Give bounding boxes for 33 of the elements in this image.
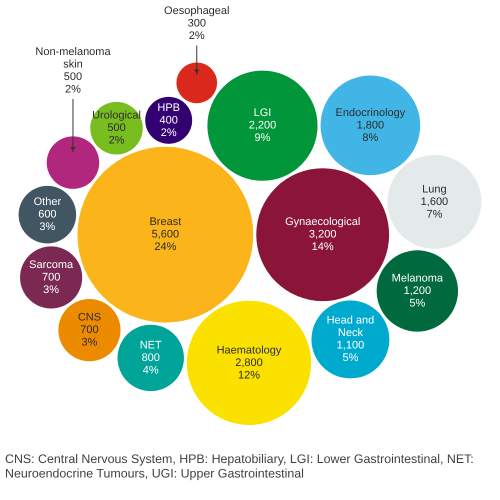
category-label: Breast [149,216,182,228]
category-label: Urological [92,110,141,122]
data-label: 1,200 5% [404,284,432,310]
category-label: Head and Neck [326,314,374,340]
category-label: Haematology [216,344,282,356]
data-label: 400 2% [160,114,178,139]
data-label: 700 3% [42,271,60,296]
category-label: Oesophageal [164,5,230,17]
category-label: Non-melanoma skin [35,46,112,70]
category-label: Endocrinology [336,106,406,119]
data-label: 2,200 9% [248,120,276,144]
data-label: 300 2% [188,18,206,42]
data-label: 700 3% [80,324,99,349]
data-label: 600 3% [38,208,57,234]
data-label: 500 2% [64,70,82,96]
data-label: 5,600 24% [152,228,180,254]
category-label: Lung [422,183,447,196]
data-label: 2,800 12% [235,356,263,382]
data-label: 800 4% [142,352,160,376]
category-label: Other [34,196,62,208]
category-label: Melanoma [392,272,444,284]
data-label: 1,100 5% [336,340,364,364]
category-label: HPB [157,102,180,114]
category-label: CNS [78,312,102,324]
data-label: 1,800 8% [356,119,384,144]
category-label: LGI [254,107,272,120]
data-label: 1,600 7% [420,196,448,220]
category-label: Gynaecological [285,216,360,228]
text: CNS: Central Nervous System, HPB: Hepatobiliary, LGI: Lower Gastrointestinal, NET: Neuroendocrine Tumours, UGI: Upper Gastrointestinal [5,452,474,480]
data-label: 3,200 14% [308,228,336,254]
data-label: 500 2% [107,122,126,147]
category-label: NET [140,339,162,352]
category-label: Sarcoma [29,258,74,271]
